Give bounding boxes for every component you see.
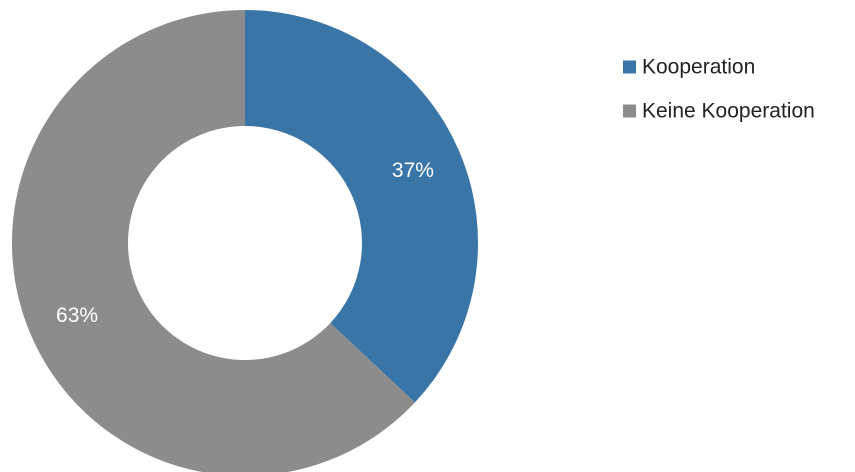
legend-swatch (623, 60, 636, 74)
legend-item-keine-kooperation: Keine Kooperation (623, 100, 815, 123)
data-label-kooperation: 37% (392, 159, 434, 182)
data-label-keine-kooperation: 63% (56, 304, 98, 327)
donut-slices (12, 10, 479, 472)
slice-kooperation (245, 10, 479, 403)
legend-item-kooperation: Kooperation (623, 56, 755, 79)
donut-data-labels: 37% 63% (56, 159, 434, 327)
legend-swatch (623, 104, 636, 118)
legend-label: Keine Kooperation (642, 100, 815, 123)
legend: Kooperation Keine Kooperation (623, 56, 815, 123)
legend-label: Kooperation (642, 56, 755, 79)
slice-keine-kooperation (12, 10, 415, 472)
